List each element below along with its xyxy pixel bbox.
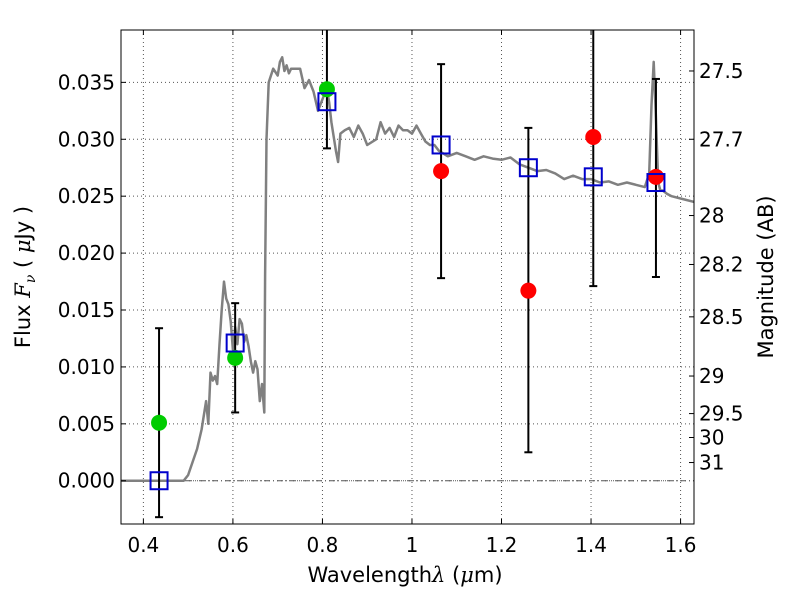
model-flux-square [583,167,603,187]
detection-point [227,349,244,366]
y2-tick-label: 27.5 [699,59,744,83]
model-sed-layer [121,56,694,482]
x-tick-label: 0.6 [217,533,249,557]
tick-marks [121,30,694,524]
errorbar-layer [155,30,660,519]
y-tick-label: 0.025 [58,184,115,208]
grid [121,30,694,524]
y2-tick-label: 31 [699,451,724,475]
upper-limit-point [433,163,450,180]
tick-labels: 0.4 0.6 0.8 1 1.2 1.4 1.6 0.000 0.005 0.010 0.015 0… [58,59,744,557]
y2-tick-label: 29 [699,364,724,388]
plot-frame [120,29,695,525]
x-tick-label: 1.2 [486,533,518,557]
upper-limit-point [520,282,537,299]
y-tick-label: 0.000 [58,469,115,493]
y2-tick-label: 28 [699,204,724,228]
model-flux-square [225,333,245,353]
detection-point [318,81,335,98]
y-tick-label: 0.015 [58,298,115,322]
errorbar [322,30,331,150]
upper-limit-point [585,128,602,145]
model-flux-square [646,173,666,193]
y-tick-label: 0.020 [58,241,115,265]
model-flux-square [518,158,538,178]
y2-tick-label: 28.5 [699,305,744,329]
y-tick-label: 0.010 [58,355,115,379]
x-tick-label: 1.6 [665,533,697,557]
model-flux-square [149,471,169,491]
x-axis-title: Wavelengthλ (μm) [307,563,502,587]
y-tick-label: 0.035 [58,70,115,94]
y-tick-label: 0.030 [58,127,115,151]
x-tick-label: 1 [406,533,419,557]
y2-tick-label: 27.7 [699,127,744,151]
x-tick-label: 0.8 [307,533,339,557]
upper-limit-point [647,168,664,185]
y2-tick-label: 28.2 [699,252,744,276]
y-tick-label: 0.005 [58,412,115,436]
y2-tick-label: 30 [699,425,724,449]
marker-layer [149,81,666,491]
model-sed-line [121,56,694,482]
x-tick-label: 0.4 [127,533,159,557]
y2-axis-title: Magnitude (AB) [754,195,778,358]
x-tick-label: 1.4 [575,533,607,557]
detection-point [151,414,168,431]
model-flux-square [317,92,337,112]
y2-tick-label: 29.5 [699,402,744,426]
y-axis-title: Flux Fν ( μJy ) [11,206,39,348]
model-flux-square [431,135,451,155]
